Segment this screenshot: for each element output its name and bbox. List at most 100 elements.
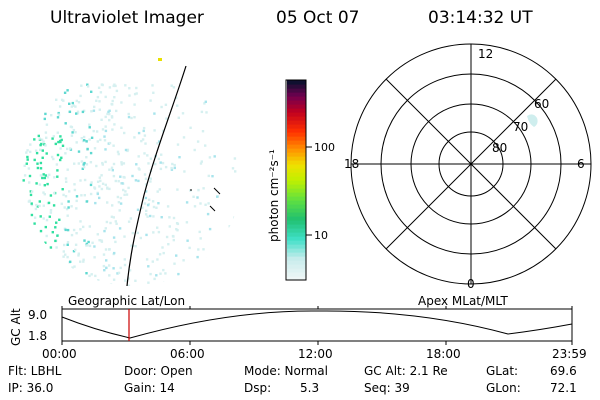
image-pixel bbox=[128, 87, 131, 90]
image-pixel bbox=[47, 201, 51, 205]
image-pixel bbox=[45, 152, 48, 155]
image-pixel bbox=[64, 152, 67, 155]
colorbar-segment bbox=[287, 248, 306, 253]
colorbar-segment bbox=[287, 112, 306, 117]
image-pixel bbox=[116, 150, 120, 154]
image-pixel bbox=[53, 176, 56, 179]
image-pixel bbox=[156, 142, 159, 145]
image-pixel bbox=[45, 123, 49, 126]
image-pixel bbox=[105, 266, 108, 270]
image-pixel bbox=[44, 225, 47, 229]
image-pixel bbox=[80, 194, 83, 197]
image-pixel bbox=[51, 231, 54, 234]
image-pixel bbox=[147, 162, 150, 165]
image-pixel bbox=[176, 222, 180, 226]
image-pixel bbox=[98, 185, 101, 188]
image-pixel bbox=[98, 196, 101, 200]
image-pixel bbox=[155, 206, 158, 209]
image-pixel bbox=[130, 244, 133, 247]
image-pixel bbox=[115, 109, 118, 113]
image-pixel bbox=[98, 100, 101, 103]
image-pixel bbox=[27, 167, 31, 170]
image-pixel bbox=[160, 153, 163, 156]
image-pixel bbox=[111, 169, 114, 172]
image-pixel bbox=[103, 135, 106, 138]
time-tick-0600: 06:00 bbox=[170, 347, 205, 361]
image-pixel bbox=[152, 215, 155, 218]
image-pixel bbox=[63, 91, 67, 94]
image-pixel bbox=[38, 137, 41, 140]
mlt-label-6: 6 bbox=[577, 157, 585, 171]
image-pixel bbox=[196, 196, 199, 199]
image-pixel bbox=[75, 112, 78, 115]
image-pixel bbox=[152, 231, 155, 234]
image-pixel bbox=[48, 215, 51, 218]
image-pixel bbox=[153, 277, 156, 281]
image-pixel bbox=[79, 260, 82, 263]
image-pixel bbox=[103, 139, 107, 142]
image-pixel bbox=[101, 163, 104, 166]
image-pixel bbox=[91, 241, 94, 244]
image-pixel bbox=[141, 206, 144, 209]
image-pixel bbox=[175, 96, 178, 100]
image-pixel bbox=[178, 156, 181, 159]
image-pixel bbox=[48, 173, 51, 176]
image-pixel bbox=[164, 272, 167, 275]
image-pixel bbox=[100, 118, 103, 121]
image-pixel bbox=[54, 239, 57, 243]
image-pixel bbox=[155, 274, 158, 277]
image-pixel bbox=[114, 179, 117, 183]
image-pixel bbox=[56, 169, 59, 172]
colorbar-segment bbox=[287, 140, 306, 145]
image-pixel bbox=[142, 126, 146, 130]
image-pixel bbox=[29, 150, 32, 154]
status-flt: Flt: LBHL bbox=[8, 364, 62, 378]
image-pixel bbox=[70, 205, 73, 208]
image-pixel bbox=[104, 160, 107, 164]
image-pixel bbox=[59, 135, 62, 138]
image-pixel bbox=[29, 143, 32, 146]
image-pixel bbox=[202, 187, 205, 190]
image-pixel bbox=[66, 168, 69, 171]
image-pixel bbox=[64, 177, 68, 180]
image-pixel bbox=[135, 163, 138, 166]
image-pixel bbox=[211, 175, 214, 178]
image-pixel bbox=[147, 281, 150, 284]
image-pixel bbox=[90, 110, 93, 113]
image-pixel bbox=[128, 94, 131, 97]
image-pixel bbox=[108, 86, 112, 89]
image-pixel bbox=[120, 101, 123, 104]
image-pixel bbox=[183, 170, 186, 173]
image-pixel bbox=[162, 268, 165, 272]
image-pixel bbox=[167, 243, 170, 246]
image-pixel bbox=[46, 182, 49, 186]
image-pixel bbox=[144, 183, 148, 186]
time-tick-1200: 12:00 bbox=[298, 347, 333, 361]
image-pixel bbox=[144, 213, 148, 216]
image-pixel bbox=[157, 230, 161, 234]
image-pixel bbox=[203, 102, 206, 105]
image-pixel bbox=[137, 155, 140, 158]
image-pixel bbox=[79, 220, 82, 223]
image-pixel bbox=[197, 188, 200, 192]
image-pixel bbox=[54, 142, 57, 146]
image-pixel bbox=[70, 134, 74, 137]
image-pixel bbox=[33, 222, 36, 225]
status-glat-value: 69.6 bbox=[550, 364, 577, 378]
image-pixel bbox=[44, 131, 48, 134]
image-pixel bbox=[86, 83, 89, 86]
image-pixel bbox=[55, 246, 58, 249]
uv-image-disk bbox=[22, 83, 237, 286]
colorbar-segment bbox=[287, 244, 306, 249]
image-pixel bbox=[56, 234, 59, 237]
image-pixel bbox=[128, 269, 132, 272]
image-pixel bbox=[119, 202, 123, 205]
image-pixel bbox=[127, 186, 130, 190]
colorbar-segment bbox=[287, 148, 306, 153]
image-pixel bbox=[111, 128, 114, 131]
image-pixel bbox=[193, 148, 196, 152]
image-pixel bbox=[175, 254, 178, 257]
image-pixel bbox=[234, 170, 237, 173]
image-pixel bbox=[145, 258, 149, 261]
